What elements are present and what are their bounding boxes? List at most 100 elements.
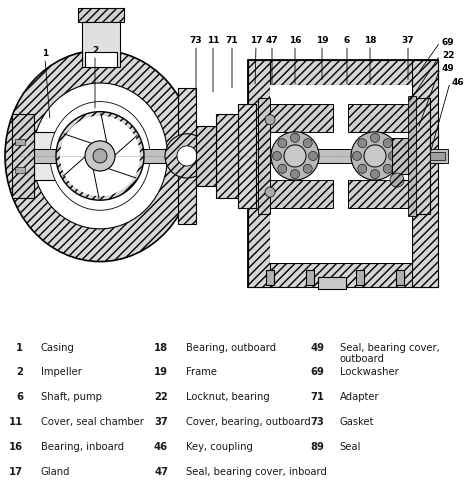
Bar [78, 8, 124, 22]
Bar [216, 114, 238, 198]
Bar [248, 263, 438, 287]
Circle shape [85, 141, 115, 171]
Ellipse shape [364, 145, 386, 167]
Bar [258, 98, 270, 214]
Bar [34, 132, 64, 180]
Bar [248, 60, 438, 85]
Text: 89: 89 [310, 442, 324, 452]
Bar [85, 52, 117, 67]
Text: Locknut, bearing: Locknut, bearing [186, 392, 269, 402]
Text: 47: 47 [265, 36, 278, 45]
Circle shape [309, 151, 318, 160]
Text: 73: 73 [310, 417, 324, 427]
Circle shape [371, 133, 380, 142]
Bar [15, 167, 25, 173]
Circle shape [389, 151, 398, 160]
Circle shape [278, 139, 287, 148]
Ellipse shape [56, 112, 144, 200]
Text: Adapter: Adapter [339, 392, 379, 402]
Text: 17: 17 [9, 466, 23, 476]
Text: 71: 71 [310, 392, 324, 402]
Circle shape [165, 134, 209, 178]
Bar [410, 98, 430, 214]
Ellipse shape [33, 83, 167, 229]
Circle shape [303, 139, 312, 148]
Bar [196, 126, 216, 186]
Text: Seal, bearing cover,
outboard: Seal, bearing cover, outboard [339, 343, 439, 364]
Text: Seal: Seal [339, 442, 361, 452]
Bar [248, 60, 270, 287]
Text: 2: 2 [92, 46, 98, 55]
Text: 71: 71 [226, 36, 238, 45]
Circle shape [383, 139, 392, 148]
Text: 16: 16 [289, 36, 301, 45]
Text: 18: 18 [364, 36, 376, 45]
Bar [258, 180, 333, 208]
Circle shape [93, 149, 107, 163]
Circle shape [278, 164, 287, 173]
Text: Casing: Casing [41, 343, 74, 353]
Text: 46: 46 [452, 78, 465, 87]
Text: 46: 46 [154, 442, 168, 452]
Text: Gland: Gland [41, 466, 70, 476]
Bar [430, 152, 445, 160]
Bar [12, 114, 34, 198]
Text: 11: 11 [207, 36, 219, 45]
Circle shape [371, 170, 380, 179]
Bar [318, 277, 346, 289]
Bar [430, 149, 448, 163]
Bar [396, 270, 404, 285]
Text: Cover, bearing, outboard: Cover, bearing, outboard [186, 417, 310, 427]
Text: Frame: Frame [186, 367, 217, 377]
Bar [82, 15, 120, 67]
Bar [348, 180, 416, 208]
Text: 37: 37 [401, 36, 414, 45]
Bar [15, 139, 25, 145]
Text: 2: 2 [17, 367, 23, 377]
Bar [412, 60, 438, 287]
Text: 49: 49 [310, 343, 324, 353]
Text: 19: 19 [154, 367, 168, 377]
Text: Seal, bearing cover, inboard: Seal, bearing cover, inboard [186, 466, 327, 476]
Bar [178, 88, 196, 224]
Circle shape [291, 133, 300, 142]
Ellipse shape [50, 102, 150, 210]
Ellipse shape [284, 145, 306, 167]
Text: Cover, seal chamber: Cover, seal chamber [41, 417, 144, 427]
Text: Gasket: Gasket [339, 417, 374, 427]
Text: 69: 69 [442, 38, 455, 47]
Text: 6: 6 [344, 36, 350, 45]
Text: Shaft, pump: Shaft, pump [41, 392, 101, 402]
Ellipse shape [351, 132, 399, 180]
Bar [348, 104, 416, 132]
Text: 1: 1 [42, 49, 48, 58]
Bar [258, 104, 333, 132]
Circle shape [358, 164, 367, 173]
Text: 17: 17 [250, 36, 262, 45]
Bar [238, 104, 256, 208]
Bar [306, 270, 314, 285]
Bar [270, 85, 412, 263]
Text: 69: 69 [310, 367, 324, 377]
Bar [392, 138, 412, 174]
Ellipse shape [60, 116, 140, 196]
Text: Bearing, inboard: Bearing, inboard [41, 442, 124, 452]
Text: 11: 11 [9, 417, 23, 427]
Text: 73: 73 [190, 36, 202, 45]
Circle shape [265, 187, 275, 197]
Text: 22: 22 [155, 392, 168, 402]
Ellipse shape [271, 132, 319, 180]
Text: 47: 47 [154, 466, 168, 476]
Circle shape [177, 146, 197, 166]
Circle shape [265, 115, 275, 125]
Text: 1: 1 [16, 343, 23, 353]
Text: 49: 49 [442, 64, 455, 73]
Circle shape [273, 151, 282, 160]
Text: 18: 18 [154, 343, 168, 353]
Text: Key, coupling: Key, coupling [186, 442, 253, 452]
Bar [248, 60, 438, 287]
Circle shape [303, 164, 312, 173]
Circle shape [358, 139, 367, 148]
Circle shape [353, 151, 362, 160]
Bar [266, 270, 274, 285]
